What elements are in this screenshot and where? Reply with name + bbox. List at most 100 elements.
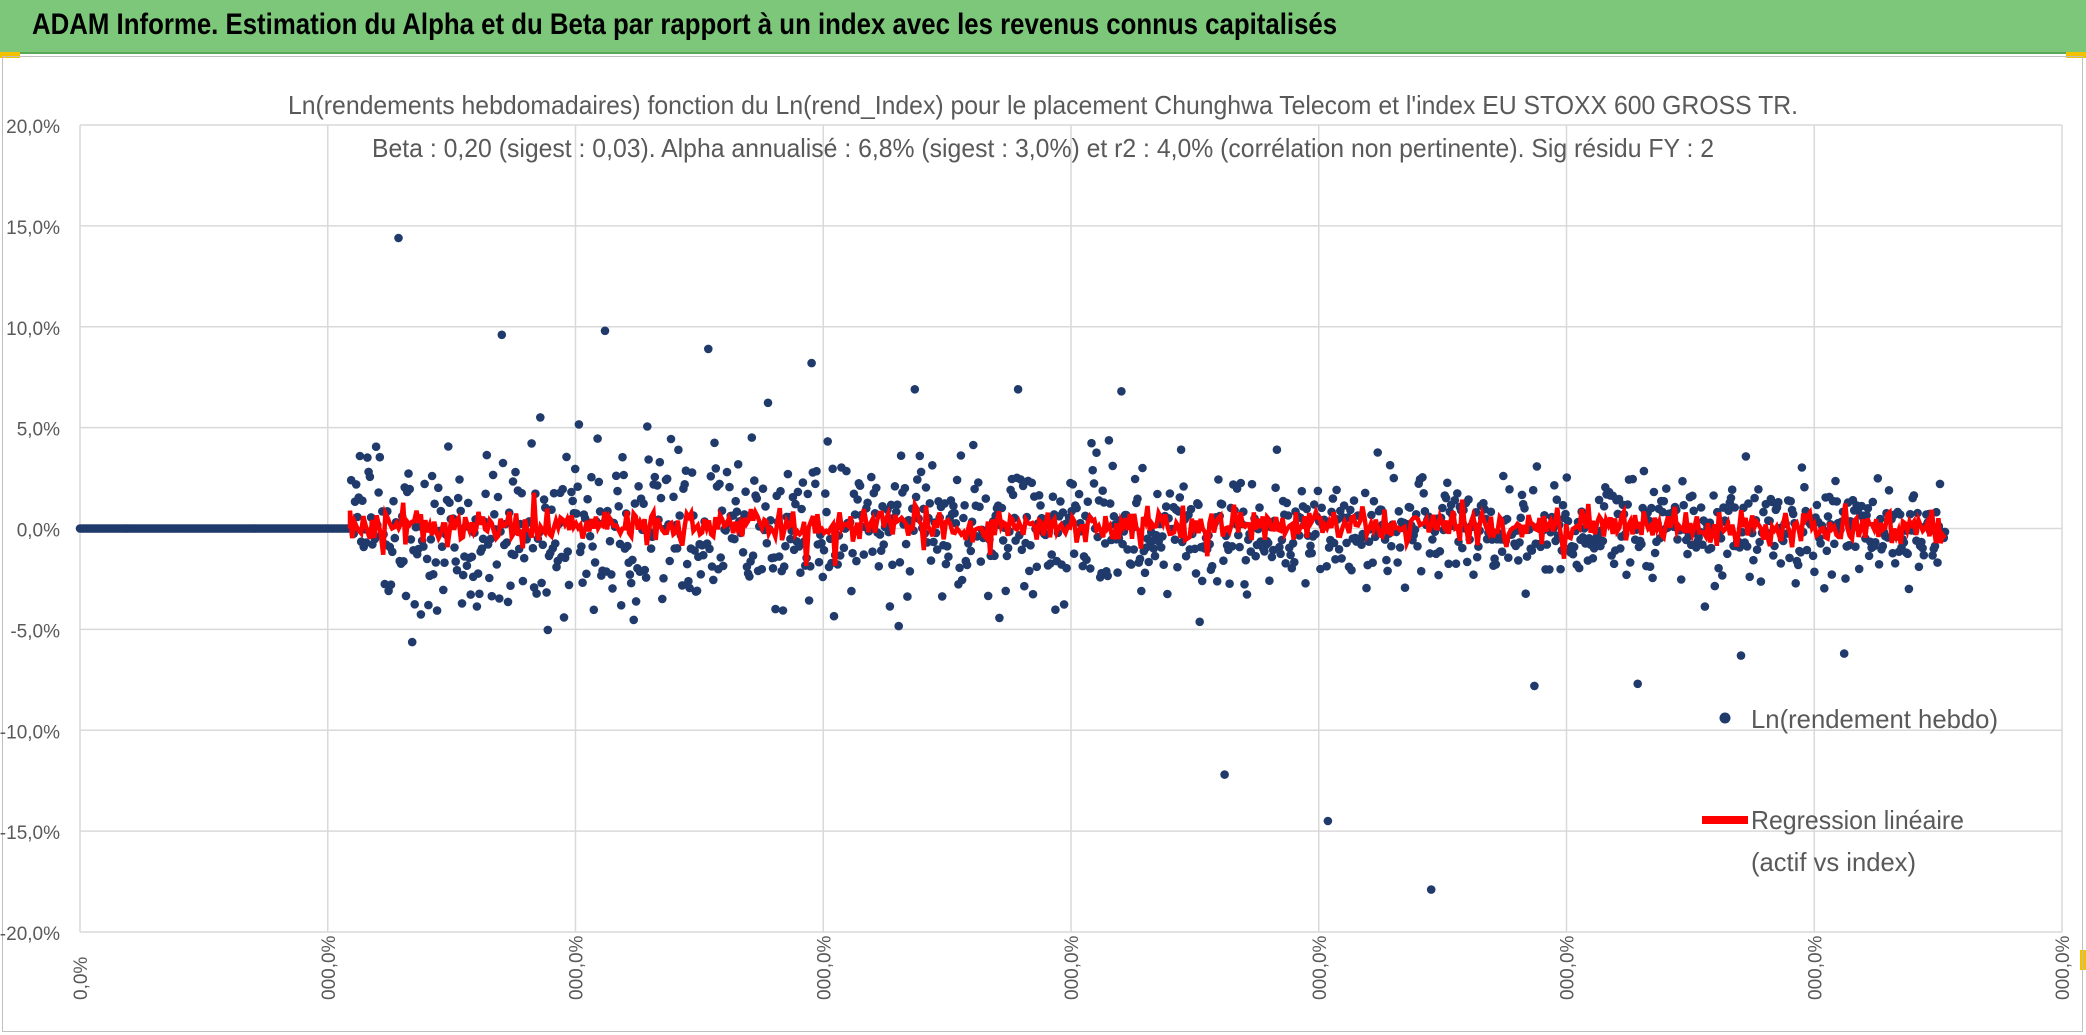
data-point	[1275, 542, 1284, 552]
data-point	[467, 552, 477, 562]
data-point	[386, 580, 396, 589]
data-point	[351, 480, 361, 489]
data-point	[1800, 482, 1809, 492]
data-point	[420, 479, 429, 489]
data-point	[956, 451, 966, 460]
data-point	[761, 502, 770, 511]
data-point	[1868, 497, 1878, 507]
data-point	[1002, 551, 1012, 561]
data-point	[890, 482, 900, 491]
corner-marker-bottom-right	[2080, 950, 2086, 970]
data-point	[463, 498, 473, 508]
data-point	[1759, 507, 1768, 517]
data-point	[559, 613, 569, 622]
data-point	[910, 385, 920, 394]
data-point	[1317, 503, 1326, 513]
data-point	[623, 541, 632, 551]
data-point	[1542, 540, 1552, 549]
data-point	[1673, 535, 1682, 544]
data-point	[1078, 561, 1088, 571]
data-point	[715, 479, 724, 489]
data-point	[1754, 485, 1763, 494]
data-point	[486, 534, 495, 544]
data-point	[1428, 535, 1437, 544]
data-point	[662, 474, 672, 484]
data-point	[829, 611, 839, 621]
data-point	[974, 478, 983, 487]
data-point	[1123, 545, 1132, 554]
data-point	[374, 488, 383, 497]
data-point	[1290, 557, 1299, 567]
regression-line	[347, 492, 1947, 566]
data-point	[867, 472, 876, 482]
data-points-series	[75, 233, 1950, 894]
data-point	[807, 358, 816, 368]
data-point	[1130, 474, 1140, 484]
data-point	[959, 513, 968, 523]
axis-labels: 20,0% 15,0% 10,0% 5,0% 0,0% -5,0% -10,0% -15,0%…	[0, 117, 2074, 1000]
data-point	[1161, 502, 1171, 511]
x-tick-label: 000,0%	[1558, 935, 1579, 1000]
data-point	[1013, 385, 1023, 394]
regression-series	[347, 492, 1947, 566]
data-point	[1441, 493, 1451, 503]
data-point	[497, 330, 507, 340]
data-point	[1240, 580, 1249, 589]
data-point	[937, 592, 947, 601]
data-point	[594, 477, 604, 487]
data-point	[1068, 480, 1078, 489]
data-point	[1197, 576, 1207, 586]
legend-marker-points	[1719, 712, 1731, 724]
data-point	[563, 547, 572, 556]
data-point	[1405, 503, 1415, 512]
data-point	[582, 569, 591, 579]
data-point	[1502, 514, 1512, 524]
data-point	[1714, 563, 1723, 573]
data-point	[752, 494, 762, 503]
data-point	[1745, 572, 1754, 582]
data-point	[543, 625, 553, 635]
data-point	[803, 489, 813, 499]
data-point	[1251, 551, 1260, 561]
data-point	[1569, 542, 1579, 552]
data-point	[1863, 504, 1873, 513]
data-point	[1017, 545, 1027, 555]
data-point	[730, 534, 739, 544]
data-point	[900, 483, 910, 493]
data-point	[1874, 560, 1884, 569]
data-point	[1528, 485, 1538, 495]
data-point	[1710, 581, 1720, 591]
data-point	[641, 573, 651, 582]
data-point	[542, 588, 551, 597]
data-point	[1689, 506, 1698, 516]
data-point	[1873, 474, 1883, 483]
data-point	[748, 551, 758, 560]
data-point	[722, 467, 732, 477]
data-point	[1020, 581, 1029, 591]
data-point	[797, 504, 806, 514]
data-point	[1225, 579, 1234, 588]
data-point	[1527, 546, 1537, 555]
data-point	[1062, 563, 1071, 573]
data-point	[891, 507, 901, 517]
data-point	[1718, 571, 1727, 580]
data-point	[593, 434, 602, 443]
data-point	[1820, 584, 1829, 593]
data-point	[646, 544, 656, 553]
data-point	[710, 438, 719, 448]
data-point	[628, 555, 637, 565]
data-point	[1706, 543, 1716, 553]
data-point	[929, 537, 938, 547]
data-point	[363, 453, 372, 462]
data-point	[644, 455, 653, 464]
data-point	[941, 559, 951, 569]
data-point	[1568, 549, 1578, 559]
data-point	[1756, 577, 1766, 586]
data-point	[672, 544, 682, 553]
y-tick-label: 20,0%	[6, 117, 60, 138]
data-point	[896, 451, 906, 461]
data-point	[1347, 565, 1356, 575]
data-point	[1322, 562, 1331, 571]
data-point	[819, 545, 829, 555]
data-point	[1647, 503, 1656, 513]
